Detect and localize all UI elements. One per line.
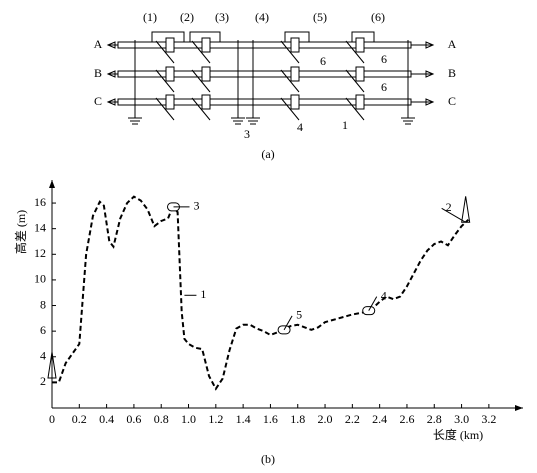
phase-label: A (448, 37, 457, 51)
x-tick-label: 1.2 (208, 412, 223, 426)
joint-box (355, 94, 365, 110)
joint-box (290, 37, 300, 53)
cross-bond (191, 97, 211, 121)
y-tick-label: 14 (34, 220, 46, 234)
callout: 6 (381, 52, 387, 66)
arrow-head (106, 41, 116, 49)
section-label: (6) (371, 10, 385, 24)
cross-bond (155, 40, 175, 64)
callout: 1 (342, 118, 348, 132)
y-tick-label: 16 (34, 195, 46, 209)
joint-box (201, 37, 211, 53)
phase-label: B (94, 66, 102, 80)
y-tick-label: 2 (40, 374, 46, 388)
caption: (a) (261, 147, 274, 161)
x-arrow (515, 405, 523, 411)
x-tick-label: 0.4 (99, 412, 114, 426)
annotation: 4 (381, 288, 387, 302)
leader (368, 296, 378, 311)
y-tick-label: 8 (40, 297, 46, 311)
phase-label: B (448, 66, 456, 80)
jumper (351, 31, 375, 42)
cross-bond (280, 97, 300, 121)
x-tick-label: 2.2 (345, 412, 360, 426)
cross-bond (191, 69, 211, 93)
section-label: (4) (255, 10, 269, 24)
phase-label: A (94, 37, 103, 51)
y-tick-label: 12 (34, 246, 46, 260)
cross-bond (280, 69, 300, 93)
arrow-head (106, 70, 116, 78)
x-axis-label: 长度 (km) (433, 427, 483, 442)
bus (117, 70, 412, 78)
bus (117, 41, 412, 49)
joint-box (355, 37, 365, 53)
elevation-line (52, 195, 470, 391)
x-tick-label: 0.8 (154, 412, 169, 426)
joint-box (290, 94, 300, 110)
joint-box (165, 66, 175, 82)
arrow-head (425, 70, 435, 78)
bus (117, 98, 412, 106)
arrow-head (425, 41, 435, 49)
jumper (151, 31, 185, 42)
x-tick-label: 1.8 (290, 412, 305, 426)
x-tick-label: 1.6 (263, 412, 278, 426)
jumper (189, 31, 221, 42)
joint-box (201, 94, 211, 110)
callout: 6 (320, 54, 326, 68)
phase-label: C (94, 94, 102, 108)
cross-bond (191, 40, 211, 64)
leader (441, 207, 466, 223)
leader (283, 315, 293, 331)
section-label: (2) (180, 10, 194, 24)
cross-bond (345, 40, 365, 64)
x-tick-label: 3.0 (454, 412, 469, 426)
x-tick-label: 0 (49, 412, 55, 426)
x-tick-label: 1.4 (236, 412, 251, 426)
x-tick-label: 2.4 (372, 412, 387, 426)
cross-bond (280, 40, 300, 64)
joint-box (201, 66, 211, 82)
arrow-head (425, 98, 435, 106)
x-tick-label: 0.6 (126, 412, 141, 426)
jumper (284, 31, 310, 42)
phase-label: C (448, 94, 456, 108)
x-tick-label: 0.2 (72, 412, 87, 426)
x-tick-label: 2.6 (399, 412, 414, 426)
cross-bond (345, 69, 365, 93)
section-label: (3) (215, 10, 229, 24)
section-label: (5) (313, 10, 327, 24)
annotation: 3 (194, 199, 200, 213)
callout: 6 (381, 80, 387, 94)
caption: (b) (261, 452, 275, 466)
annotation: 5 (296, 308, 302, 322)
y-tick-label: 10 (34, 272, 46, 286)
y-tick-label: 6 (40, 323, 46, 337)
x-tick-label: 3.2 (481, 412, 496, 426)
callout: 4 (297, 120, 303, 134)
callout: 3 (244, 127, 250, 141)
arrow-head (106, 98, 116, 106)
y-arrow (49, 180, 55, 188)
y-axis-label: 高差 (m) (13, 210, 28, 254)
annotation: 1 (200, 287, 206, 301)
cross-bond (155, 69, 175, 93)
cross-bond (155, 97, 175, 121)
joint-box (165, 37, 175, 53)
y-tick-label: 4 (40, 349, 46, 363)
joint-box (165, 94, 175, 110)
x-tick-label: 2.0 (318, 412, 333, 426)
x-tick-label: 1.0 (181, 412, 196, 426)
section-label: (1) (143, 10, 157, 24)
x-tick-label: 2.8 (427, 412, 442, 426)
joint-box (290, 66, 300, 82)
marker (461, 196, 471, 223)
joint-box (355, 66, 365, 82)
annotation: 2 (446, 200, 452, 214)
cross-bond (345, 97, 365, 121)
